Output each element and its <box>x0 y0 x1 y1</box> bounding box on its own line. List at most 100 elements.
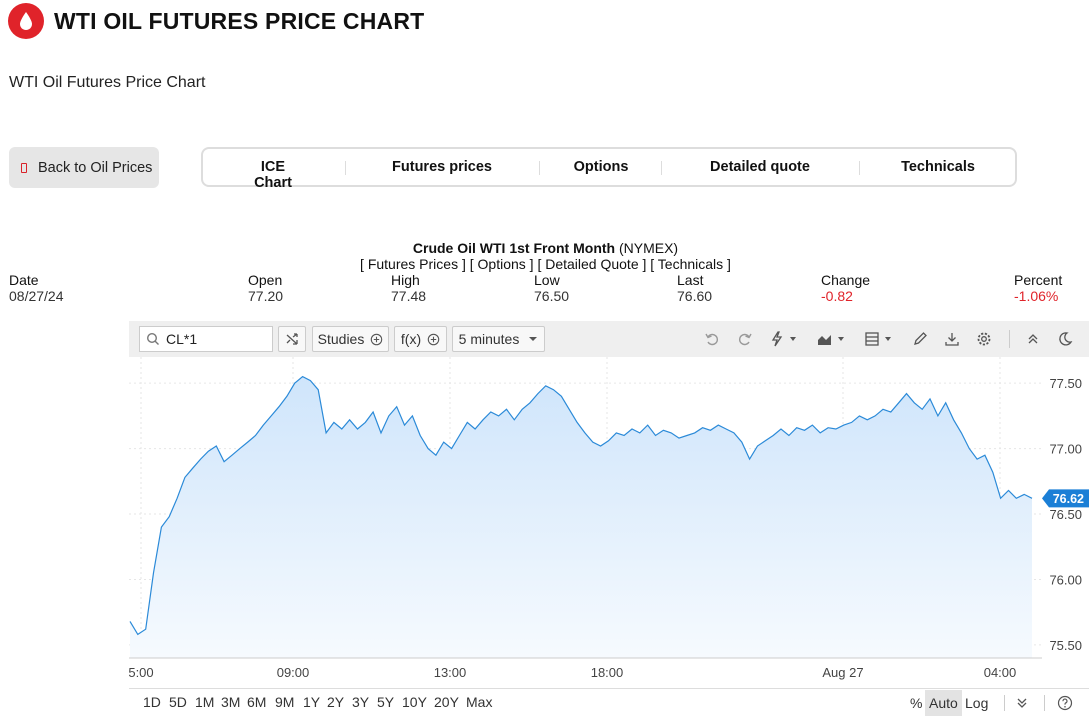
studies-button[interactable]: Studies <box>312 326 389 352</box>
page-header: WTI OIL FUTURES PRICE CHART <box>8 3 424 39</box>
stat-label: Low <box>534 272 560 288</box>
gear-icon[interactable] <box>975 330 993 348</box>
tab-divider <box>859 161 860 175</box>
period-6m[interactable]: 6M <box>247 694 267 710</box>
bottom-divider <box>1044 695 1045 711</box>
y-tick-label: 77.50 <box>1049 376 1082 391</box>
interval-select[interactable]: 5 minutes <box>452 326 545 352</box>
period-1y[interactable]: 1Y <box>303 694 321 710</box>
price-line <box>129 375 1033 636</box>
expand-down-icon[interactable] <box>1013 694 1031 712</box>
period-2y[interactable]: 2Y <box>327 694 345 710</box>
instrument-name: Crude Oil WTI 1st Front Month <box>412 240 616 256</box>
stat-value: 76.50 <box>534 288 570 304</box>
tab-technicals[interactable]: Technicals <box>901 159 975 175</box>
shuffle-icon <box>286 333 298 345</box>
chart-tabs: ICE Chart Futures prices Options Detaile… <box>201 147 1017 191</box>
back-button-label: Back to Oil Prices <box>38 159 153 176</box>
stat-date: Date 08/27/24 <box>9 272 64 304</box>
period-1m[interactable]: 1M <box>195 694 215 710</box>
tab-options[interactable]: Options <box>573 159 629 175</box>
page-subtitle: WTI Oil Futures Price Chart <box>9 74 206 91</box>
stat-value: 77.20 <box>248 288 284 304</box>
chart-toolbar: CL*1 Studies f(x) 5 minutes <box>129 321 1089 357</box>
stat-value: 76.60 <box>677 288 713 304</box>
page-title: WTI OIL FUTURES PRICE CHART <box>54 7 425 34</box>
stat-open: Open 77.20 <box>248 272 283 304</box>
bottom-divider <box>129 688 1089 689</box>
stat-label: Date <box>9 272 39 288</box>
period-20y[interactable]: 20Y <box>434 694 459 710</box>
search-icon <box>146 332 159 345</box>
compare-button[interactable] <box>278 326 306 352</box>
stat-last: Last 76.60 <box>677 272 712 304</box>
stat-value: 77.48 <box>391 288 427 304</box>
tab-ice-chart[interactable]: ICE Chart <box>254 159 292 191</box>
tab-divider <box>661 161 662 175</box>
bottom-divider <box>1004 695 1005 711</box>
chart-bottom-bar: 1D 5D 1M 3M 6M 9M 1Y 2Y 3Y 5Y 10Y 20Y Max % Auto Log <box>129 688 1089 718</box>
stat-percent: Percent -1.06% <box>1014 272 1062 304</box>
fx-button[interactable]: f(x) <box>394 326 447 352</box>
symbol-search-input[interactable]: CL*1 <box>139 326 273 352</box>
price-area <box>130 376 1032 658</box>
layout-icon[interactable] <box>863 330 897 348</box>
stat-value: -0.82 <box>821 288 853 304</box>
log-scale-button[interactable]: Log <box>965 695 989 711</box>
period-10y[interactable]: 10Y <box>402 694 427 710</box>
quote-links[interactable]: [ Futures Prices ] [ Options ] [ Detaile… <box>360 256 731 272</box>
x-tick-label: Aug 27 <box>822 665 863 680</box>
symbol-value: CL*1 <box>166 331 198 347</box>
y-tick-label: 75.50 <box>1049 638 1082 653</box>
y-tick-label: 77.00 <box>1049 442 1082 457</box>
x-tick-label: 18:00 <box>591 665 624 680</box>
price-chart-svg: 5:00 09:00 13:00 18:00 Aug 27 04:00 77.50 77.0… <box>128 357 1089 680</box>
back-icon <box>21 162 27 173</box>
tab-futures-prices[interactable]: Futures prices <box>392 159 492 175</box>
period-5d[interactable]: 5D <box>169 694 187 710</box>
last-price-label: 76.62 <box>1053 492 1084 506</box>
auto-scale-button[interactable]: Auto <box>925 690 962 716</box>
add-circle-icon <box>427 333 440 345</box>
period-max[interactable]: Max <box>466 694 493 710</box>
studies-label: Studies <box>317 331 365 347</box>
pencil-icon[interactable] <box>911 330 929 348</box>
y-tick-label: 76.00 <box>1049 572 1082 587</box>
moon-icon[interactable] <box>1056 330 1074 348</box>
tab-divider <box>345 161 346 175</box>
toolbar-divider <box>1009 330 1010 348</box>
stat-change: Change -0.82 <box>821 272 870 304</box>
x-tick-label: 04:00 <box>984 665 1017 680</box>
period-3y[interactable]: 3Y <box>352 694 370 710</box>
stat-label: Percent <box>1014 272 1063 288</box>
help-icon[interactable] <box>1056 694 1074 712</box>
exchange-label: (NYMEX) <box>618 240 679 256</box>
y-tick-label: 76.50 <box>1049 507 1082 522</box>
chart-type-icon[interactable] <box>815 330 849 348</box>
redo-icon[interactable] <box>736 330 754 348</box>
period-5y[interactable]: 5Y <box>377 694 395 710</box>
stat-low: Low 76.50 <box>534 272 569 304</box>
period-9m[interactable]: 9M <box>275 694 295 710</box>
x-tick-label: 13:00 <box>434 665 467 680</box>
tab-divider <box>539 161 540 175</box>
period-1d[interactable]: 1D <box>143 694 161 710</box>
stat-value: -1.06% <box>1014 288 1059 304</box>
download-icon[interactable] <box>943 330 961 348</box>
percent-scale-button[interactable]: % <box>910 695 923 711</box>
last-price-badge <box>1042 489 1089 508</box>
stat-value: 08/27/24 <box>9 288 64 304</box>
period-3m[interactable]: 3M <box>221 694 241 710</box>
stat-label: High <box>391 272 420 288</box>
collapse-icon[interactable] <box>1024 330 1042 348</box>
undo-icon[interactable] <box>703 330 721 348</box>
back-to-oil-prices-button[interactable]: Back to Oil Prices <box>9 147 159 188</box>
caret-down-icon <box>529 337 538 341</box>
stat-label: Open <box>248 272 283 288</box>
lightning-icon[interactable] <box>768 330 800 348</box>
x-tick-label: 09:00 <box>277 665 310 680</box>
stat-high: High 77.48 <box>391 272 426 304</box>
price-chart[interactable]: 5:00 09:00 13:00 18:00 Aug 27 04:00 77.50 77.0… <box>128 357 1089 687</box>
tab-detailed-quote[interactable]: Detailed quote <box>710 159 810 175</box>
x-tick-label: 5:00 <box>129 665 154 680</box>
